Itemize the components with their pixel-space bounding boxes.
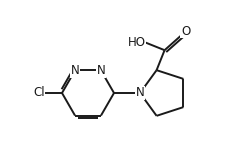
Text: N: N bbox=[136, 86, 144, 100]
Text: O: O bbox=[181, 25, 190, 38]
Text: N: N bbox=[97, 64, 105, 77]
Text: Cl: Cl bbox=[33, 86, 45, 100]
Text: N: N bbox=[71, 64, 79, 77]
Text: HO: HO bbox=[128, 36, 146, 49]
